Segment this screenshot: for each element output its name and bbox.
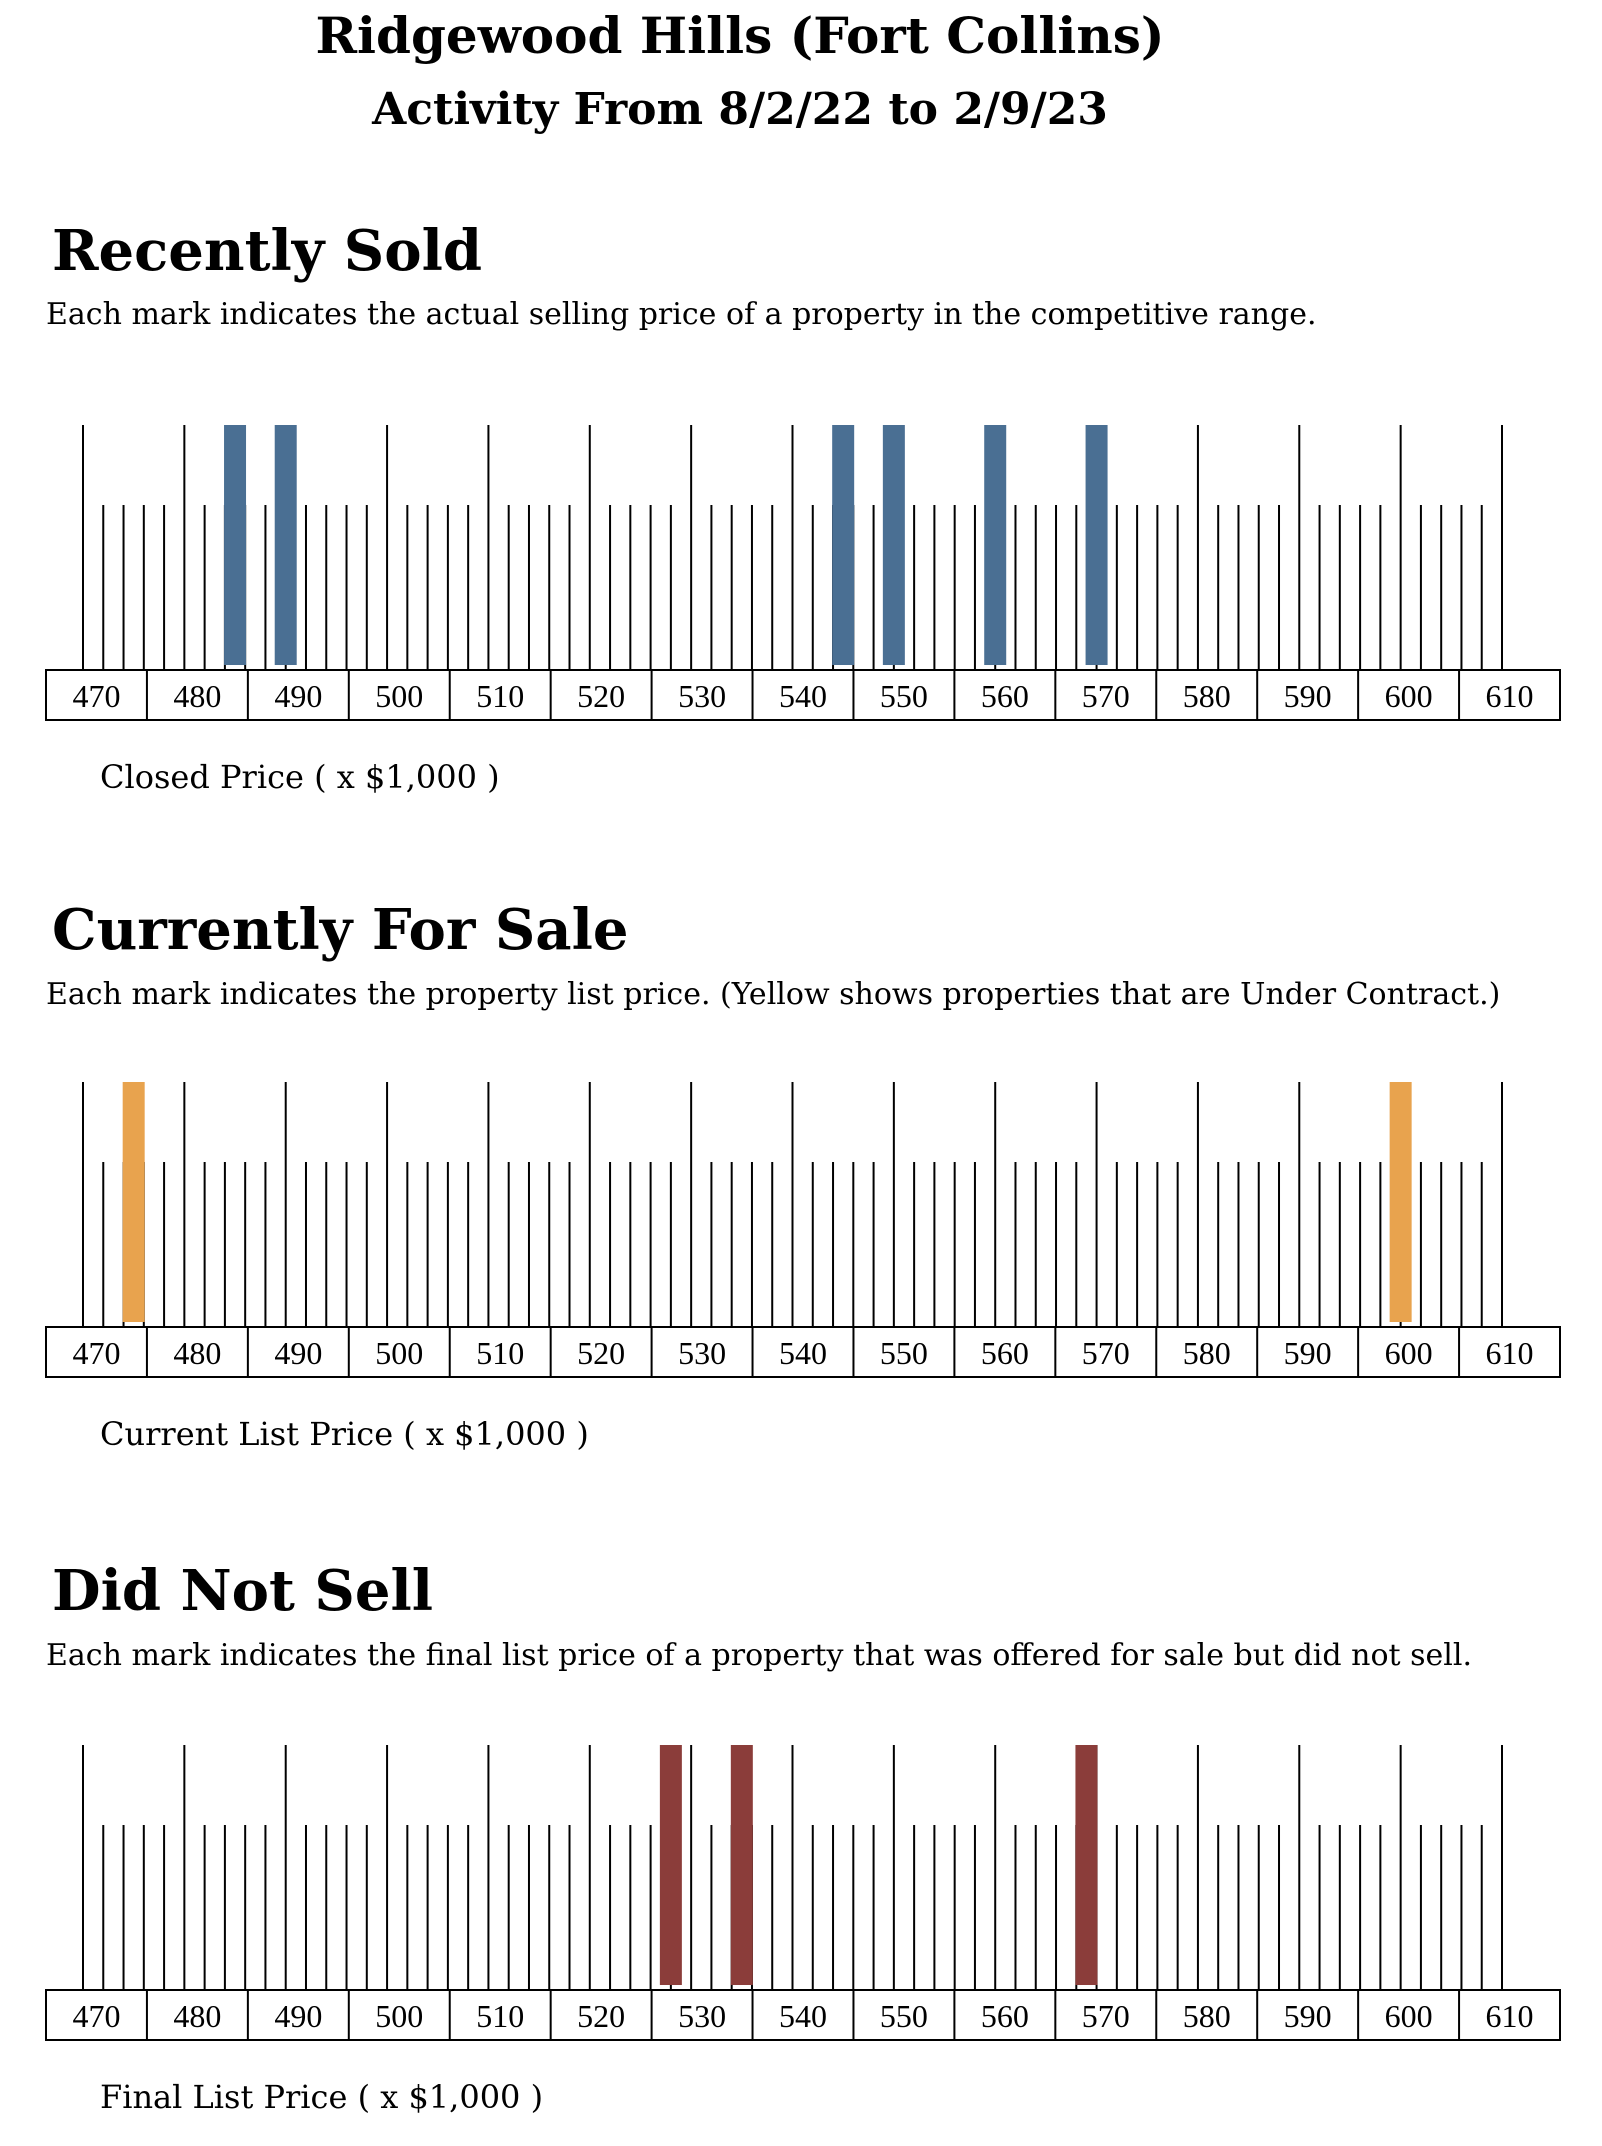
- tick-label: 580: [1183, 1335, 1231, 1371]
- tick-label: 550: [880, 1335, 928, 1371]
- tick-label-box: [45, 1326, 1561, 1378]
- section-heading-for-sale: Currently For Sale: [52, 897, 629, 963]
- price-mark: [122, 1082, 145, 1322]
- x-axis-label-not-sold: Final List Price ( x $1,000 ): [100, 2078, 544, 2116]
- price-mark: [882, 425, 905, 665]
- section-description-not-sold: Each mark indicates the final list price…: [46, 1638, 1472, 1673]
- page-subtitle: Activity From 8/2/22 to 2/9/23: [372, 84, 1108, 135]
- section-heading-sold: Recently Sold: [52, 218, 483, 284]
- tick-label: 600: [1385, 1998, 1433, 2034]
- tick-label: 490: [274, 678, 322, 714]
- tick-label: 520: [577, 1998, 625, 2034]
- tick-label: 470: [72, 1335, 120, 1371]
- tick-label: 590: [1284, 678, 1332, 714]
- tick-label: 520: [577, 1335, 625, 1371]
- price-mark: [1389, 1082, 1412, 1322]
- tick-label: 530: [678, 1335, 726, 1371]
- section-heading-not-sold: Did Not Sell: [52, 1558, 434, 1624]
- x-axis-label-for-sale: Current List Price ( x $1,000 ): [100, 1415, 589, 1453]
- price-mark: [730, 1745, 753, 1985]
- final-list-price-chart: 470 480 490 500 510 520 530 540 550 560 570 580 590 6…: [45, 1745, 1561, 2041]
- tick-label: 480: [173, 1998, 221, 2034]
- tick-label: 560: [981, 678, 1029, 714]
- tick-label: 540: [779, 1335, 827, 1371]
- tick-label: 490: [274, 1335, 322, 1371]
- sold-price-chart: 470 480 490 500 510 520 530 540 550 560 570 580 590 6…: [45, 425, 1561, 721]
- tick-label: 480: [173, 1335, 221, 1371]
- tick-label: 610: [1486, 1335, 1534, 1371]
- tick-label: 530: [678, 678, 726, 714]
- tick-label: 480: [173, 678, 221, 714]
- tick-label: 610: [1486, 678, 1534, 714]
- price-mark: [832, 425, 855, 665]
- price-mark: [224, 425, 247, 665]
- tick-label: 510: [476, 1335, 524, 1371]
- tick-label: 590: [1284, 1998, 1332, 2034]
- x-axis-label-sold: Closed Price ( x $1,000 ): [100, 758, 500, 796]
- tick-label-box: [45, 669, 1561, 721]
- tick-label: 530: [678, 1998, 726, 2034]
- tick-label: 540: [779, 678, 827, 714]
- tick-label: 560: [981, 1335, 1029, 1371]
- price-mark: [1085, 425, 1108, 665]
- tick-label: 550: [880, 1998, 928, 2034]
- price-mark: [659, 1745, 682, 1985]
- tick-label: 510: [476, 1998, 524, 2034]
- tick-label: 600: [1385, 1335, 1433, 1371]
- tick-label: 490: [274, 1998, 322, 2034]
- list-price-chart: 470 480 490 500 510 520 530 540 550 560 570 580 590 6…: [45, 1082, 1561, 1378]
- tick-label: 580: [1183, 1998, 1231, 2034]
- page-title: Ridgewood Hills (Fort Collins): [315, 6, 1165, 65]
- price-mark: [274, 425, 297, 665]
- tick-label: 520: [577, 678, 625, 714]
- tick-label: 590: [1284, 1335, 1332, 1371]
- tick-label: 500: [375, 678, 423, 714]
- tick-label: 540: [779, 1998, 827, 2034]
- section-description-sold: Each mark indicates the actual selling p…: [46, 297, 1317, 332]
- tick-label: 550: [880, 678, 928, 714]
- price-mark: [984, 425, 1007, 665]
- tick-label: 570: [1082, 1335, 1130, 1371]
- tick-label: 560: [981, 1998, 1029, 2034]
- tick-label: 580: [1183, 678, 1231, 714]
- tick-label: 600: [1385, 678, 1433, 714]
- tick-label: 570: [1082, 1998, 1130, 2034]
- tick-label: 470: [72, 1998, 120, 2034]
- tick-label: 470: [72, 678, 120, 714]
- price-mark: [1075, 1745, 1098, 1985]
- tick-label: 500: [375, 1998, 423, 2034]
- tick-label: 510: [476, 678, 524, 714]
- tick-label: 500: [375, 1335, 423, 1371]
- tick-label: 570: [1082, 678, 1130, 714]
- tick-label: 610: [1486, 1998, 1534, 2034]
- tick-label-box: [45, 1989, 1561, 2041]
- section-description-for-sale: Each mark indicates the property list pr…: [46, 977, 1501, 1012]
